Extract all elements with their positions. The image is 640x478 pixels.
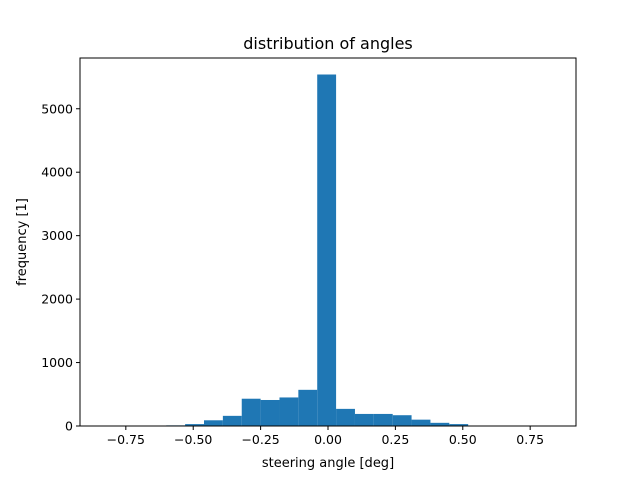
x-tick-label: −0.75 <box>107 432 145 447</box>
histogram-bar-11 <box>373 413 393 426</box>
histogram-bar-7 <box>298 389 318 426</box>
x-tick-label: −0.50 <box>174 432 212 447</box>
y-tick-label: 1000 <box>41 355 73 370</box>
bars-group <box>166 74 488 426</box>
x-tick-label: −0.25 <box>241 432 279 447</box>
histogram-bar-12 <box>392 415 412 426</box>
y-tick-label: 0 <box>65 419 73 434</box>
y-axis-label: frequency [1] <box>15 198 30 286</box>
histogram-bar-3 <box>222 415 242 426</box>
histogram-bar-13 <box>411 419 431 426</box>
histogram-bar-6 <box>279 397 299 426</box>
histogram-bar-1 <box>185 424 204 426</box>
y-tick-label: 4000 <box>41 165 73 180</box>
histogram-bar-14 <box>430 422 450 426</box>
x-axis: −0.75 −0.50 −0.25 0.00 0.25 0.50 0.75 <box>107 426 544 447</box>
histogram-bar-9 <box>336 408 355 426</box>
x-tick-label: 0.00 <box>314 432 342 447</box>
histogram-bar-4 <box>241 398 261 426</box>
y-tick-label: 3000 <box>41 228 73 243</box>
y-tick-label: 2000 <box>41 292 73 307</box>
histogram-bar-5 <box>260 399 280 426</box>
histogram-bar-15 <box>449 424 469 426</box>
x-tick-label: 0.50 <box>449 432 477 447</box>
x-tick-label: 0.75 <box>516 432 544 447</box>
histogram-bar-8 <box>317 74 337 426</box>
y-axis: 0 1000 2000 3000 4000 5000 <box>41 101 80 434</box>
x-axis-label: steering angle [deg] <box>262 456 394 471</box>
y-tick-label: 5000 <box>41 101 73 116</box>
histogram-bar-10 <box>354 413 374 426</box>
x-tick-label: 0.25 <box>381 432 409 447</box>
histogram-bar-2 <box>204 420 223 426</box>
chart-title: distribution of angles <box>243 34 413 53</box>
